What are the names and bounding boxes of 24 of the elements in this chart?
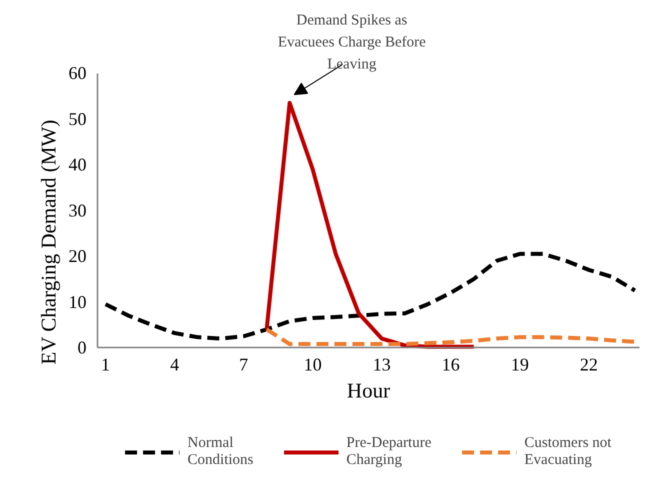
x-tick-label: 19 [510, 354, 529, 375]
x-tick-label: 22 [580, 354, 598, 375]
x-axis-title: Hour [346, 378, 390, 402]
annotation: Demand Spikes as Evacuees Charge Before Leaving [278, 12, 426, 72]
y-tick-label: 20 [68, 246, 86, 266]
line-series [104, 252, 637, 341]
x-tick-label: 1 [101, 354, 110, 375]
line-series [264, 100, 476, 349]
y-tick-label: 10 [68, 292, 86, 312]
y-tick-label: 0 [78, 338, 86, 358]
x-tick-label: 13 [372, 354, 391, 375]
y-tick-label: 50 [68, 108, 86, 129]
legend-label: Pre-Departure Charging [346, 435, 432, 469]
y-tick-label: 30 [68, 200, 86, 220]
y-tick-label: 60 [68, 63, 86, 84]
y-tick-label: 40 [68, 154, 86, 175]
line-series [264, 327, 637, 346]
x-tick-label: 10 [304, 354, 322, 375]
x-tick-label: 16 [442, 354, 460, 375]
y-axis-title: EV Charging Demand (MW) [36, 120, 60, 365]
legend-label: Normal Conditions [188, 435, 254, 469]
legend-label: Customers not Evacuating [524, 435, 612, 469]
x-tick-label: 4 [170, 354, 180, 375]
x-tick-label: 7 [239, 354, 248, 375]
